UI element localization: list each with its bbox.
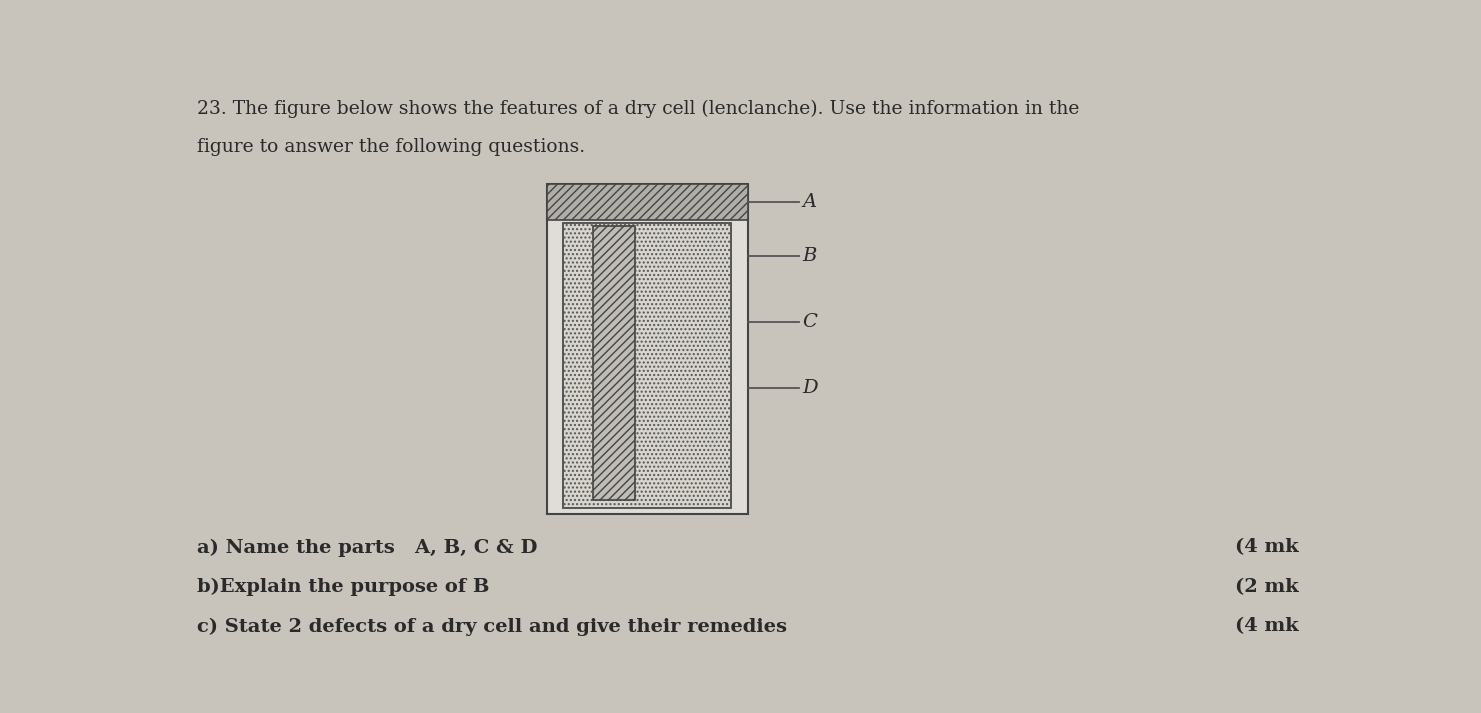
Text: figure to answer the following questions.: figure to answer the following questions… bbox=[197, 138, 585, 155]
Text: (4 mk: (4 mk bbox=[1235, 538, 1299, 556]
Bar bbox=[563, 222, 732, 508]
Text: C: C bbox=[803, 312, 818, 331]
Text: (2 mk: (2 mk bbox=[1235, 578, 1299, 596]
Bar bbox=[546, 185, 748, 514]
Text: A: A bbox=[803, 193, 816, 211]
Text: B: B bbox=[803, 247, 818, 265]
Text: 23. The figure below shows the features of a dry cell (lenclanche). Use the info: 23. The figure below shows the features … bbox=[197, 99, 1080, 118]
Bar bbox=[563, 222, 732, 508]
Text: c) State 2 defects of a dry cell and give their remedies: c) State 2 defects of a dry cell and giv… bbox=[197, 617, 786, 636]
Bar bbox=[546, 185, 748, 220]
Bar bbox=[592, 225, 635, 500]
Text: a) Name the parts   A, B, C & D: a) Name the parts A, B, C & D bbox=[197, 538, 538, 557]
Text: b)Explain the purpose of B: b)Explain the purpose of B bbox=[197, 578, 489, 596]
Text: D: D bbox=[803, 379, 819, 396]
Text: (4 mk: (4 mk bbox=[1235, 617, 1299, 635]
